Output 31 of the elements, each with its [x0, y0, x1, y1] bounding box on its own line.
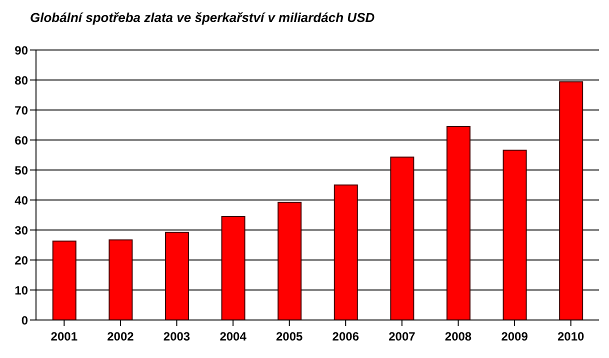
x-tick-label: 2005 — [276, 330, 304, 344]
y-tick-label: 30 — [14, 223, 28, 238]
x-tick-label: 2010 — [558, 330, 585, 344]
bar — [164, 232, 189, 320]
y-tick-label: 80 — [14, 73, 28, 88]
y-tick-label: 10 — [14, 283, 28, 298]
bar — [390, 156, 414, 320]
x-tick-label: 2007 — [388, 330, 416, 344]
bar — [502, 150, 527, 320]
x-tick-label: 2002 — [107, 330, 134, 344]
y-tick-label: 20 — [14, 253, 28, 268]
bar — [559, 81, 584, 320]
chart-title: Globální spotřeba zlata ve šperkařství v miliardách USD — [30, 10, 375, 25]
bar — [446, 126, 470, 320]
y-tick-label: 70 — [14, 103, 28, 118]
bar — [221, 216, 246, 320]
x-tick-label: 2009 — [501, 330, 528, 344]
x-tick-label: 2006 — [332, 330, 360, 344]
x-tick-label: 2008 — [444, 330, 472, 344]
bar — [108, 239, 133, 320]
bar — [52, 240, 76, 320]
bar — [278, 202, 302, 320]
bar — [334, 184, 358, 320]
y-tick-label: 0 — [21, 313, 28, 328]
y-tick-label: 50 — [14, 163, 28, 178]
x-tick-label: 2004 — [220, 330, 247, 344]
y-tick-label: 90 — [14, 43, 28, 58]
y-tick-label: 60 — [14, 133, 28, 148]
x-tick-label: 2003 — [163, 330, 190, 344]
x-tick-label: 2001 — [50, 330, 78, 344]
y-tick-label: 40 — [14, 193, 28, 208]
